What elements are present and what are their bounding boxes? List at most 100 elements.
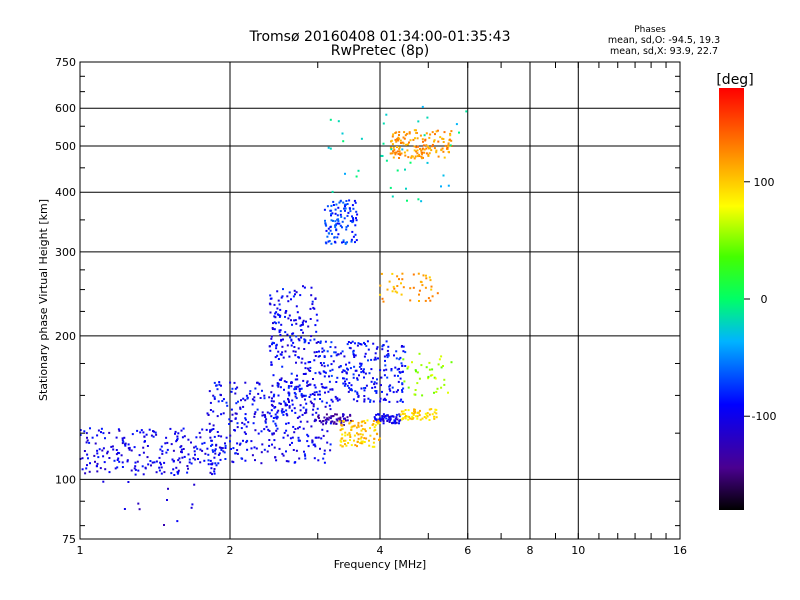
data-point [270,415,273,418]
data-point [279,314,282,317]
data-point [314,324,317,327]
data-point [130,469,133,472]
data-point [353,434,356,437]
data-point [364,372,367,375]
data-point [276,427,279,430]
data-point [287,397,289,400]
data-point [341,433,344,436]
data-point [286,344,289,347]
data-point [402,417,405,420]
data-point [253,446,256,449]
data-point [335,418,338,421]
data-point [134,468,137,471]
data-point [96,465,98,468]
data-point [386,376,389,379]
data-point [303,412,306,415]
data-point [224,442,226,445]
data-point [302,379,305,382]
data-point [89,462,91,465]
data-point [361,420,364,423]
data-point [330,415,333,418]
data-point [440,185,442,188]
data-point [334,395,337,398]
data-point [408,141,410,144]
data-point [342,413,345,416]
data-point [181,451,183,454]
data-point [213,456,216,459]
data-point [176,520,179,523]
data-point [268,430,271,432]
data-point [435,390,438,393]
data-point [314,445,317,448]
data-point [394,153,397,156]
data-point [244,417,247,420]
data-point [331,420,334,423]
data-point [96,434,99,437]
data-point [245,441,248,444]
data-point [408,415,411,418]
data-point [270,391,273,394]
data-point [300,393,303,395]
y-tick-label: 300 [55,246,76,259]
data-point [79,429,82,432]
data-point [203,441,206,444]
data-point [377,420,380,423]
data-point [434,133,436,136]
data-point [234,387,237,390]
data-point [230,420,233,423]
data-point [106,452,109,455]
data-point [209,459,212,462]
data-point [245,394,248,397]
data-point [411,155,414,158]
data-point [373,358,376,361]
data-point [334,413,337,416]
data-point [295,305,298,308]
data-point [414,155,417,158]
data-point [270,361,273,364]
data-point [270,337,273,340]
data-point [383,416,386,419]
data-point [326,441,329,444]
data-point [350,388,353,391]
data-point [231,413,234,416]
data-point [378,421,381,424]
data-point [81,468,84,471]
data-point [373,426,376,429]
data-point [277,409,280,412]
data-point [188,458,191,461]
data-point [106,450,109,453]
data-point [341,350,344,353]
data-point [412,416,415,419]
data-point [398,367,400,370]
data-point [355,217,357,220]
data-point [420,157,423,160]
data-point [382,344,385,347]
data-point [296,311,299,314]
data-point [402,345,405,348]
data-point [391,290,394,293]
data-point [334,346,337,349]
data-point [450,361,453,364]
data-point [355,369,358,372]
data-point [282,454,285,457]
data-point [242,405,245,408]
data-point [224,444,227,447]
data-point [237,400,239,403]
data-point [197,458,199,460]
data-point [433,391,435,394]
data-point [311,413,314,416]
data-point [320,437,323,440]
data-point [190,462,193,465]
data-point [372,377,374,380]
data-point [366,419,369,422]
data-point [398,422,400,425]
data-point [392,391,395,394]
data-point [325,413,328,416]
data-point [386,420,389,422]
data-point [324,219,326,222]
data-point [289,437,292,440]
data-point [272,417,275,419]
data-point [410,156,413,159]
data-point [392,133,395,136]
data-point [398,146,401,149]
